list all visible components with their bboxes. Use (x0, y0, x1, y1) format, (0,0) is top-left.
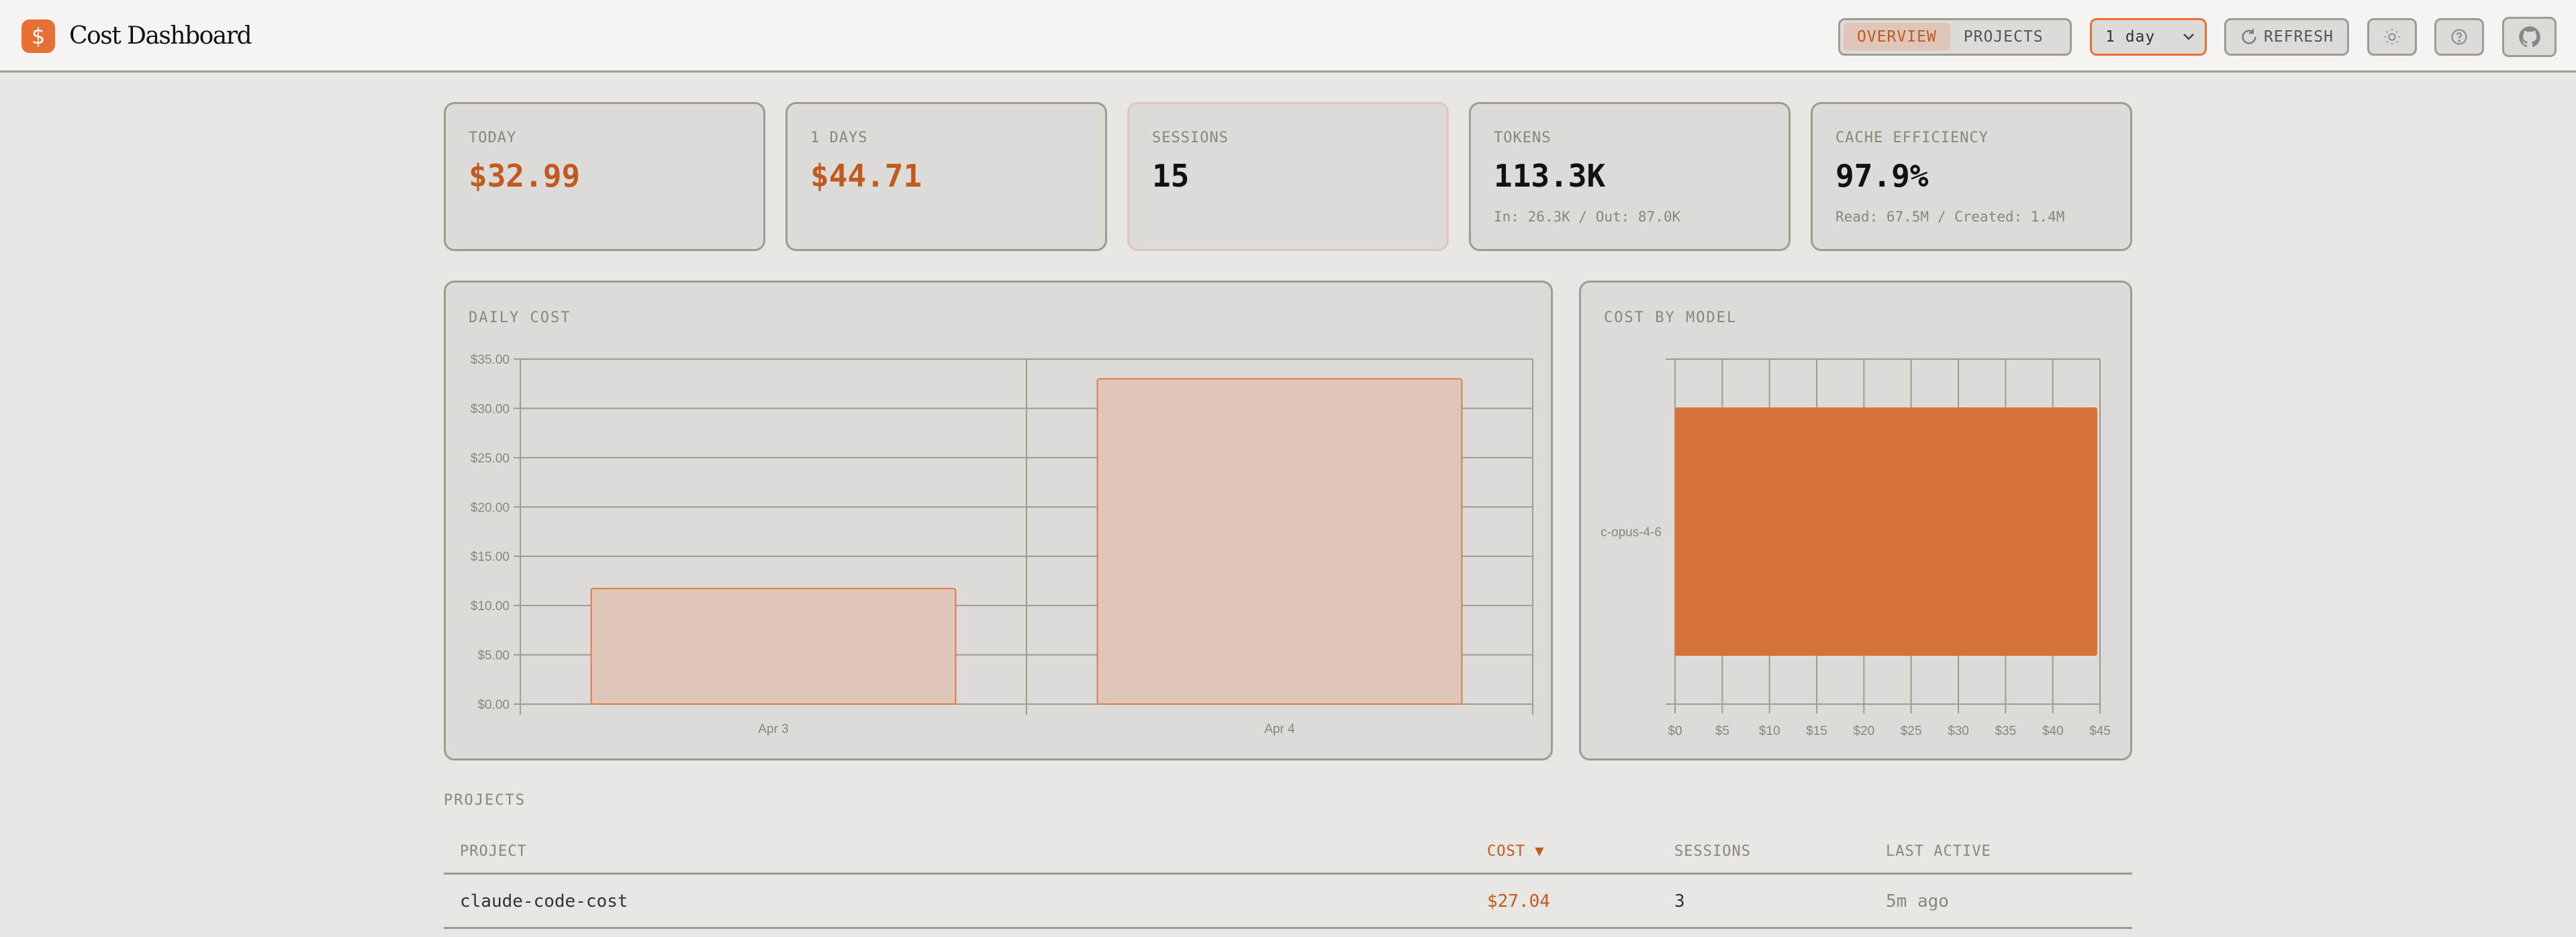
x-tick-label: $20 (1853, 724, 1874, 738)
project-name[interactable]: claude-code-cost (460, 891, 628, 911)
x-tick-label: Apr 4 (1264, 722, 1295, 736)
column-header-cost[interactable]: COST ▼ (1487, 843, 1545, 860)
card-cache-efficiency: CACHE EFFICIENCY 97.9% Read: 67.5M / Cre… (1811, 102, 2132, 251)
range-select-value: 1 day (2105, 28, 2156, 46)
theme-toggle-button[interactable] (2367, 18, 2417, 56)
card-value: 113.3K (1494, 158, 1606, 194)
y-tick-label: $25.00 (471, 452, 510, 466)
project-sessions: 3 (1674, 891, 1685, 911)
card-period-cost: 1 DAYS $44.71 (785, 102, 1107, 251)
y-tick-label: c-opus-4-6 (1601, 526, 1662, 540)
view-tabs: OVERVIEW PROJECTS (1838, 18, 2072, 56)
y-tick-label: $5.00 (477, 649, 510, 663)
x-tick-label: $15 (1806, 724, 1827, 738)
projects-section-title: PROJECTS (444, 792, 526, 809)
x-tick-label: $45 (2089, 724, 2111, 738)
cost-by-model-chart: $0 $5 $10 $15 $20 $25 $30 $35 $40 $45 c-opus-4-6 (1601, 358, 2111, 738)
card-value: $44.71 (810, 158, 922, 194)
x-tick-label: $35 (1995, 724, 2016, 738)
card-today: TODAY $32.99 (444, 102, 765, 251)
chart-title: DAILY COST (469, 309, 571, 326)
card-label: TOKENS (1494, 130, 1552, 146)
tab-projects[interactable]: PROJECTS (1963, 28, 2044, 46)
cost-by-model-panel: COST BY MODEL $0 $5 $10 $15 $20 $25 $30 $35 $40 $… (1579, 281, 2132, 760)
card-tokens: TOKENS 113.3K In: 26.3K / Out: 87.0K (1469, 102, 1791, 251)
bar (1675, 407, 2097, 656)
x-tick-label: Apr 3 (758, 722, 788, 736)
github-icon (2518, 26, 2540, 48)
column-header-project[interactable]: PROJECT (460, 843, 527, 860)
github-button[interactable] (2502, 17, 2557, 57)
project-cost: $27.04 (1487, 891, 1550, 911)
card-label: SESSIONS (1152, 130, 1229, 146)
range-select[interactable]: 1 day (2090, 18, 2207, 56)
chart-title: COST BY MODEL (1604, 309, 1737, 326)
x-tick-label: $40 (2042, 724, 2064, 738)
help-button[interactable] (2434, 18, 2484, 56)
y-tick-label: $35.00 (471, 353, 510, 367)
card-label: TODAY (469, 130, 517, 146)
card-value: $32.99 (469, 158, 581, 194)
card-label: CACHE EFFICIENCY (1835, 130, 1989, 146)
card-label: 1 DAYS (810, 130, 868, 146)
app-title: Cost Dashboard (69, 22, 252, 50)
help-icon (2451, 29, 2467, 45)
refresh-button[interactable]: REFRESH (2224, 18, 2349, 56)
y-tick-label: $20.00 (471, 501, 510, 515)
bar (1096, 378, 1463, 705)
tab-overview[interactable]: OVERVIEW (1844, 23, 1950, 51)
column-header-last-active[interactable]: LAST ACTIVE (1886, 843, 1991, 860)
y-tick-label: $30.00 (471, 402, 510, 416)
daily-cost-panel: DAILY COST $0.00 $5.00 $10.00 $15.00 $20.00 $… (444, 281, 1553, 760)
column-header-sessions[interactable]: SESSIONS (1674, 843, 1751, 860)
x-tick-label: $0 (1668, 724, 1682, 738)
y-tick-label: $10.00 (471, 599, 510, 613)
card-sub: In: 26.3K / Out: 87.0K (1494, 209, 1681, 225)
dollar-icon: $ (21, 19, 55, 53)
table-divider (444, 927, 2132, 929)
project-last-active: 5m ago (1886, 891, 1949, 911)
chevron-down-icon (2183, 34, 2194, 40)
x-tick-label: $5 (1715, 724, 1729, 738)
card-value: 15 (1152, 158, 1190, 194)
y-tick-label: $0.00 (477, 698, 510, 712)
x-tick-label: $30 (1948, 724, 1969, 738)
card-sessions: SESSIONS 15 (1127, 102, 1449, 251)
refresh-label: REFRESH (2264, 28, 2334, 46)
app-header: $ Cost Dashboard OVERVIEW PROJECTS 1 day… (0, 0, 2576, 72)
card-value: 97.9% (1835, 158, 1929, 194)
y-tick-label: $15.00 (471, 550, 510, 564)
x-tick-label: $10 (1759, 724, 1780, 738)
sun-icon (2384, 29, 2400, 45)
x-tick-label: $25 (1901, 724, 1922, 738)
bar (590, 587, 957, 705)
card-sub: Read: 67.5M / Created: 1.4M (1835, 209, 2065, 225)
table-divider (444, 873, 2132, 875)
daily-cost-chart: $0.00 $5.00 $10.00 $15.00 $20.00 $25.00 $30.00… (471, 353, 1533, 736)
refresh-icon (2242, 29, 2256, 44)
